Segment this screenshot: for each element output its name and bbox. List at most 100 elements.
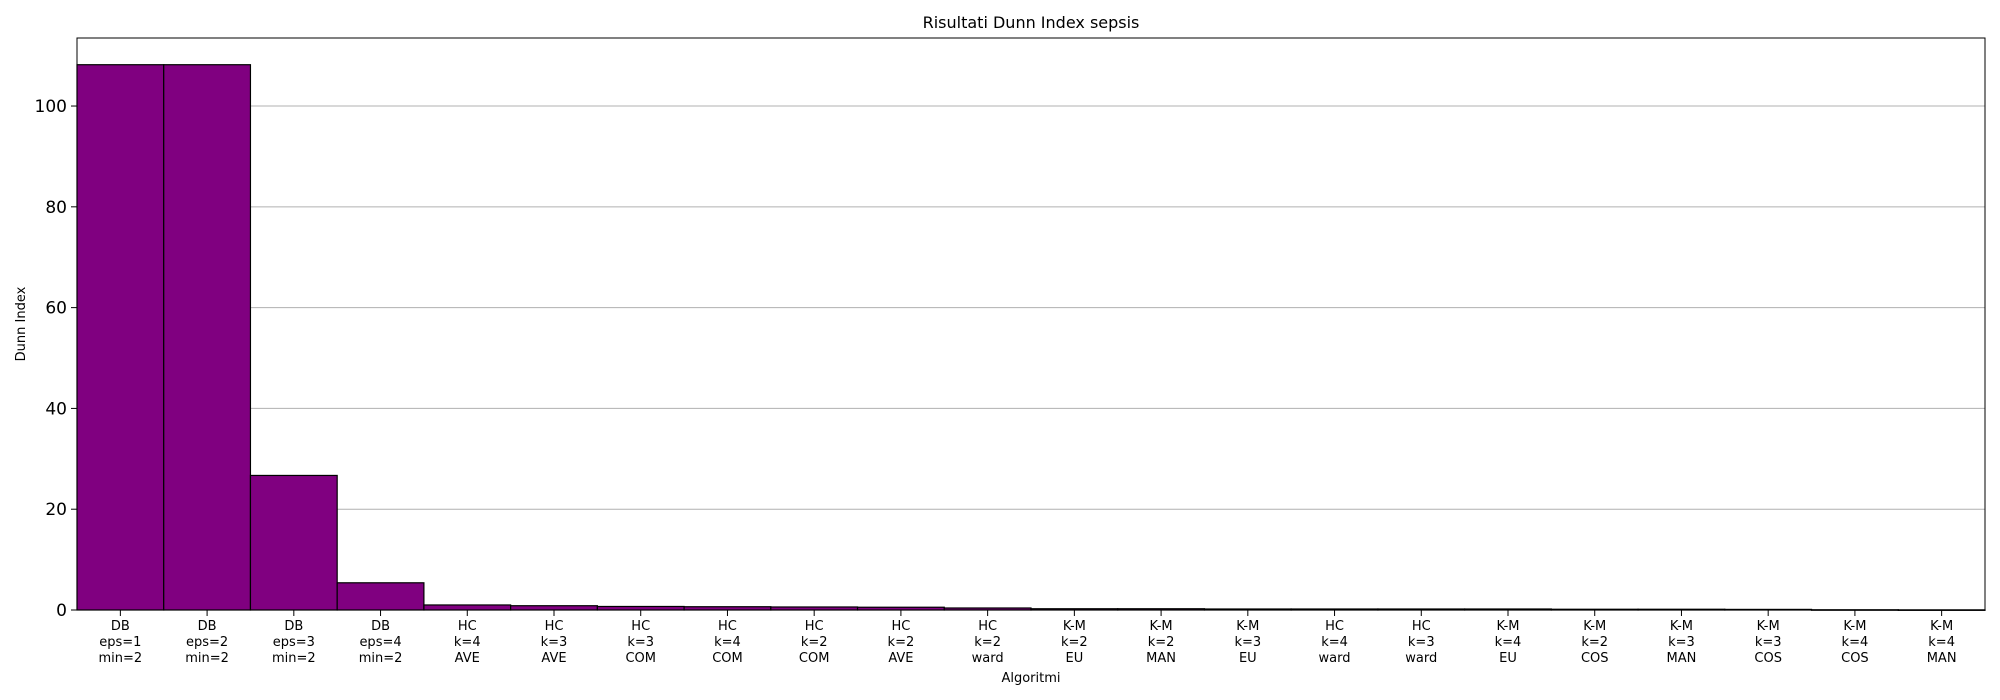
- x-tick-label-line: k=2: [974, 635, 1001, 650]
- x-tick-label-line: EU: [1499, 651, 1517, 666]
- x-tick-label-line: k=3: [1755, 635, 1782, 650]
- x-tick-label-line: DB: [371, 619, 390, 634]
- x-tick-label-10: HC k=2 ward: [972, 619, 1004, 666]
- x-tick-label-21: K-M k=4 MAN: [1927, 619, 1957, 666]
- x-tick-label-line: K-M: [1063, 619, 1086, 634]
- x-tick-label-3: DB eps=4 min=2: [359, 619, 403, 666]
- bars: [76, 64, 1986, 611]
- x-tick-label-7: HC k=4 COM: [712, 619, 743, 666]
- x-tick-label-line: HC: [805, 619, 824, 634]
- bar-3: [336, 582, 425, 611]
- x-tick-label-line: HC: [891, 619, 910, 634]
- x-tick-label-line: k=4: [454, 635, 481, 650]
- x-tick-label-line: COS: [1841, 651, 1869, 666]
- y-tick-label-100: 100: [35, 97, 67, 117]
- x-tick-label-line: HC: [978, 619, 997, 634]
- grid-lines: [77, 105, 1985, 510]
- x-tick-label-line: K-M: [1583, 619, 1606, 634]
- x-tick-label-line: k=2: [888, 635, 915, 650]
- x-tick-label-line: eps=2: [186, 635, 228, 650]
- x-tick-label-line: k=4: [1928, 635, 1955, 650]
- x-tick-label-11: K-M k=2 EU: [1061, 619, 1088, 666]
- x-tick-label-line: COS: [1754, 651, 1782, 666]
- x-tick-label-line: AVE: [541, 651, 566, 666]
- x-tick-label-line: K-M: [1843, 619, 1866, 634]
- y-axis-label: Dunn Index: [14, 286, 29, 361]
- x-tick-label-17: K-M k=2 COS: [1581, 619, 1609, 666]
- x-tick-label-9: HC k=2 AVE: [888, 619, 915, 666]
- y-tick-label-0: 0: [56, 601, 67, 621]
- x-tick-label-18: K-M k=3 MAN: [1667, 619, 1697, 666]
- x-tick-label-line: k=2: [801, 635, 828, 650]
- x-tick-label-20: K-M k=4 COS: [1841, 619, 1869, 666]
- x-tick-label-line: K-M: [1150, 619, 1173, 634]
- chart-title: Risultati Dunn Index sepsis: [923, 13, 1140, 32]
- x-tick-label-12: K-M k=2 MAN: [1146, 619, 1176, 666]
- x-tick-label-line: K-M: [1670, 619, 1693, 634]
- x-axis-label: Algoritmi: [1001, 671, 1060, 686]
- x-tick-label-8: HC k=2 COM: [799, 619, 830, 666]
- x-tick-label-line: min=2: [359, 651, 403, 666]
- x-tick-label-line: COM: [625, 651, 656, 666]
- x-tick-label-2: DB eps=3 min=2: [272, 619, 316, 666]
- x-tick-label-line: DB: [198, 619, 217, 634]
- x-tick-label-1: DB eps=2 min=2: [185, 619, 229, 666]
- bar-0: [76, 64, 165, 611]
- x-tick-label-line: k=4: [1321, 635, 1348, 650]
- x-tick-label-line: K-M: [1496, 619, 1519, 634]
- x-tick-label-line: HC: [1412, 619, 1431, 634]
- x-tick-label-19: K-M k=3 COS: [1754, 619, 1782, 666]
- y-tick-label-40: 40: [45, 399, 67, 419]
- x-tick-label-line: COM: [799, 651, 830, 666]
- plot-frame: [76, 37, 1986, 611]
- x-tick-label-line: k=3: [1234, 635, 1261, 650]
- x-tick-label-line: k=3: [1408, 635, 1435, 650]
- x-tick-label-line: HC: [458, 619, 477, 634]
- x-tick-label-line: k=2: [1061, 635, 1088, 650]
- x-tick-label-15: HC k=3 ward: [1405, 619, 1437, 666]
- x-tick-label-line: k=3: [627, 635, 654, 650]
- x-tick-label-line: k=3: [541, 635, 568, 650]
- x-tick-label-line: MAN: [1146, 651, 1176, 666]
- x-tick-label-line: k=4: [714, 635, 741, 650]
- x-tick-label-line: HC: [545, 619, 564, 634]
- x-tick-label-line: k=4: [1495, 635, 1522, 650]
- x-tick-label-line: eps=1: [99, 635, 141, 650]
- x-tick-label-line: min=2: [185, 651, 229, 666]
- x-tick-label-line: COS: [1581, 651, 1609, 666]
- x-tick-label-line: eps=4: [359, 635, 401, 650]
- y-tick-label-60: 60: [45, 299, 67, 319]
- x-axis-ticks: DB eps=1 min=2DB eps=2 min=2DB eps=3 min=2DB ep…: [99, 610, 1957, 666]
- x-tick-label-line: k=2: [1581, 635, 1608, 650]
- x-tick-label-line: min=2: [99, 651, 143, 666]
- x-tick-label-line: EU: [1239, 651, 1257, 666]
- x-tick-label-line: K-M: [1236, 619, 1259, 634]
- x-tick-label-line: AVE: [888, 651, 913, 666]
- bar-1: [163, 64, 252, 611]
- x-tick-label-line: eps=3: [273, 635, 315, 650]
- x-tick-label-line: HC: [718, 619, 737, 634]
- x-tick-label-13: K-M k=3 EU: [1234, 619, 1261, 666]
- x-tick-label-line: ward: [972, 651, 1004, 666]
- x-tick-label-line: MAN: [1927, 651, 1957, 666]
- x-tick-label-0: DB eps=1 min=2: [99, 619, 143, 666]
- x-tick-label-line: DB: [111, 619, 130, 634]
- x-tick-label-line: ward: [1319, 651, 1351, 666]
- bar-4: [423, 604, 512, 611]
- x-tick-label-line: K-M: [1930, 619, 1953, 634]
- x-tick-label-line: EU: [1065, 651, 1083, 666]
- x-tick-label-line: AVE: [455, 651, 480, 666]
- x-tick-label-line: k=2: [1148, 635, 1175, 650]
- x-tick-label-line: MAN: [1667, 651, 1697, 666]
- x-tick-label-line: min=2: [272, 651, 316, 666]
- x-tick-label-line: k=3: [1668, 635, 1695, 650]
- x-tick-label-line: HC: [631, 619, 650, 634]
- bar-2: [249, 474, 338, 611]
- x-tick-label-4: HC k=4 AVE: [454, 619, 481, 666]
- x-tick-label-line: HC: [1325, 619, 1344, 634]
- x-tick-label-line: K-M: [1757, 619, 1780, 634]
- x-tick-label-5: HC k=3 AVE: [541, 619, 568, 666]
- x-tick-label-line: DB: [284, 619, 303, 634]
- bar-5: [510, 605, 598, 611]
